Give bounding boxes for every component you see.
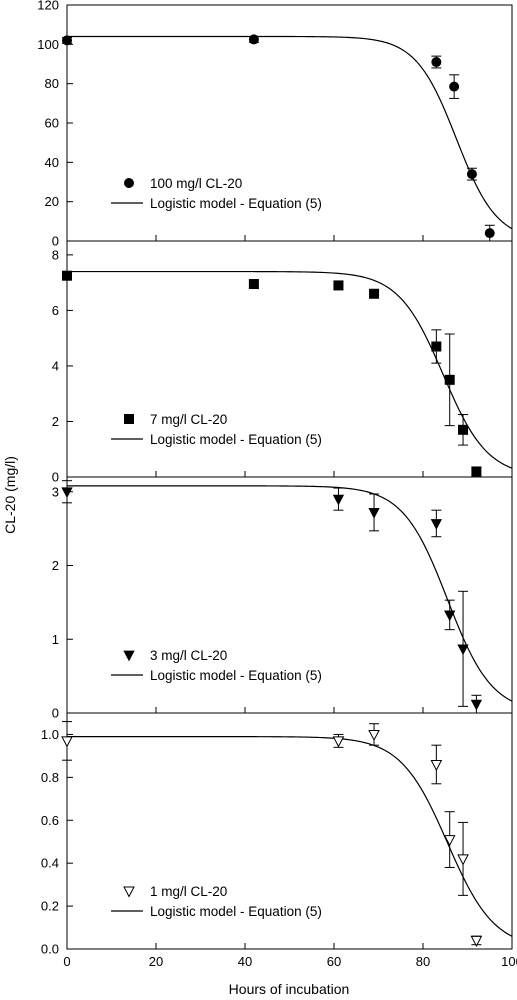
panel-3: 0 1 2 3 3 mg/l CL-20 Logistic model - Equatio… <box>52 476 513 721</box>
y-tick-label: 0.4 <box>41 856 59 871</box>
y-tick-label: 1 <box>52 632 59 647</box>
legend-model-label: Logistic model - Equation (5) <box>150 668 322 683</box>
data-point <box>484 228 495 239</box>
data-point <box>444 610 456 622</box>
data-point <box>443 835 456 847</box>
y-tick-label: 8 <box>52 247 59 262</box>
model-curve <box>67 270 512 469</box>
legend-data-label: 7 mg/l CL-20 <box>150 412 227 427</box>
panel-4: 0.0 0.2 0.4 0.6 0.8 1.0 0 20 40 60 80 100 1 mg/l CL-… <box>41 712 517 969</box>
data-point <box>458 424 469 435</box>
data-point <box>369 288 380 299</box>
data-point <box>457 854 469 866</box>
data-point <box>248 34 259 45</box>
model-curve <box>67 485 512 702</box>
x-axis-title: Hours of incubation <box>229 981 350 997</box>
y-tick-label: 0.8 <box>41 770 59 785</box>
y-tick-label: 60 <box>45 116 59 131</box>
legend-data-label: 1 mg/l CL-20 <box>150 884 227 899</box>
data-point <box>62 270 72 281</box>
data-point <box>466 169 477 180</box>
data-point <box>471 466 482 477</box>
y-tick-label: 2 <box>52 414 59 429</box>
data-point <box>431 57 442 68</box>
data-point <box>332 494 345 506</box>
legend: 1 mg/l CL-20 Logistic model - Equation (5… <box>111 884 322 919</box>
y-tick-label: 3 <box>52 484 59 499</box>
x-tick-label: 20 <box>149 954 163 969</box>
y-tick-label: 0.6 <box>41 813 59 828</box>
plot-frame <box>66 712 513 950</box>
model-curve <box>67 736 512 937</box>
y-tick-label: 80 <box>45 76 59 91</box>
legend-marker <box>123 886 135 898</box>
x-tick-label: 100 <box>501 954 517 969</box>
data-point <box>444 374 455 385</box>
y-tick-label: 0.2 <box>41 899 59 914</box>
x-tick-label: 40 <box>238 954 252 969</box>
y-tick-label: 1.0 <box>41 727 59 742</box>
y-tick-label: 2 <box>52 558 59 573</box>
data-point <box>368 507 380 519</box>
panel-1: 0 20 40 60 80 100 120 100 mg/l CL-20 Logistic mo… <box>37 0 513 249</box>
legend: 7 mg/l CL-20 Logistic model - Equation (5… <box>111 412 322 447</box>
y-tick-label: 0 <box>52 234 59 249</box>
data-point <box>368 729 380 742</box>
legend-data-label: 3 mg/l CL-20 <box>150 648 227 663</box>
data-point <box>333 280 344 291</box>
legend-model-label: Logistic model - Equation (5) <box>150 432 322 447</box>
y-axis-title: CL-20 (mg/l) <box>2 456 18 534</box>
data-point <box>430 759 443 772</box>
y-tick-label: 0 <box>52 706 59 721</box>
y-tick-label: 4 <box>52 358 59 373</box>
y-tick-label: 40 <box>45 155 59 170</box>
data-point <box>470 699 483 711</box>
x-tick-label: 0 <box>63 954 70 969</box>
legend-marker <box>123 650 135 662</box>
panel-2: 0 2 4 6 8 7 mg/l CL-20 Logistic model - Equati… <box>52 240 513 485</box>
data-point <box>61 487 73 499</box>
data-point <box>449 81 460 92</box>
data-point <box>457 644 469 656</box>
data-point <box>248 279 259 290</box>
data-point <box>332 736 345 748</box>
model-curve <box>67 35 512 230</box>
data-point <box>61 736 73 748</box>
legend: 3 mg/l CL-20 Logistic model - Equation (5… <box>111 648 322 683</box>
data-point <box>430 519 443 530</box>
data-point <box>62 35 72 46</box>
y-tick-label: 0.0 <box>41 942 59 957</box>
y-tick-label: 100 <box>37 37 59 52</box>
y-tick-label: 20 <box>45 194 59 209</box>
legend-marker <box>124 414 134 424</box>
legend-model-label: Logistic model - Equation (5) <box>150 196 322 211</box>
legend-marker <box>124 178 134 188</box>
y-tick-label: 6 <box>52 303 59 318</box>
legend-data-label: 100 mg/l CL-20 <box>150 176 242 191</box>
legend-model-label: Logistic model - Equation (5) <box>150 904 322 919</box>
data-point <box>470 935 483 947</box>
y-tick-label: 0 <box>52 470 59 485</box>
legend: 100 mg/l CL-20 Logistic model - Equation … <box>111 176 322 211</box>
x-tick-label: 80 <box>416 954 430 969</box>
x-tick-label: 60 <box>327 954 341 969</box>
y-tick-label: 120 <box>37 0 59 13</box>
data-point <box>431 341 442 352</box>
